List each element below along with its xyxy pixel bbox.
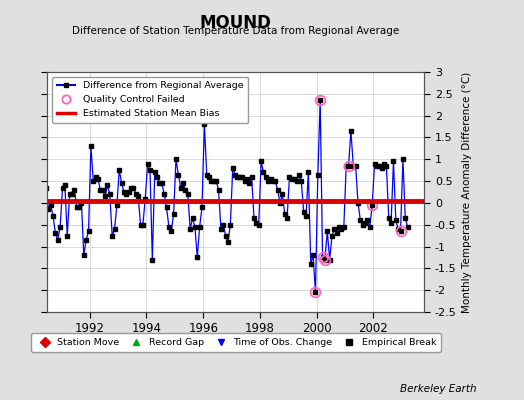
- Text: MOUND: MOUND: [200, 14, 272, 32]
- Legend: Station Move, Record Gap, Time of Obs. Change, Empirical Break: Station Move, Record Gap, Time of Obs. C…: [31, 333, 441, 352]
- Y-axis label: Monthly Temperature Anomaly Difference (°C): Monthly Temperature Anomaly Difference (…: [462, 71, 472, 313]
- Text: Difference of Station Temperature Data from Regional Average: Difference of Station Temperature Data f…: [72, 26, 399, 36]
- Text: Berkeley Earth: Berkeley Earth: [400, 384, 477, 394]
